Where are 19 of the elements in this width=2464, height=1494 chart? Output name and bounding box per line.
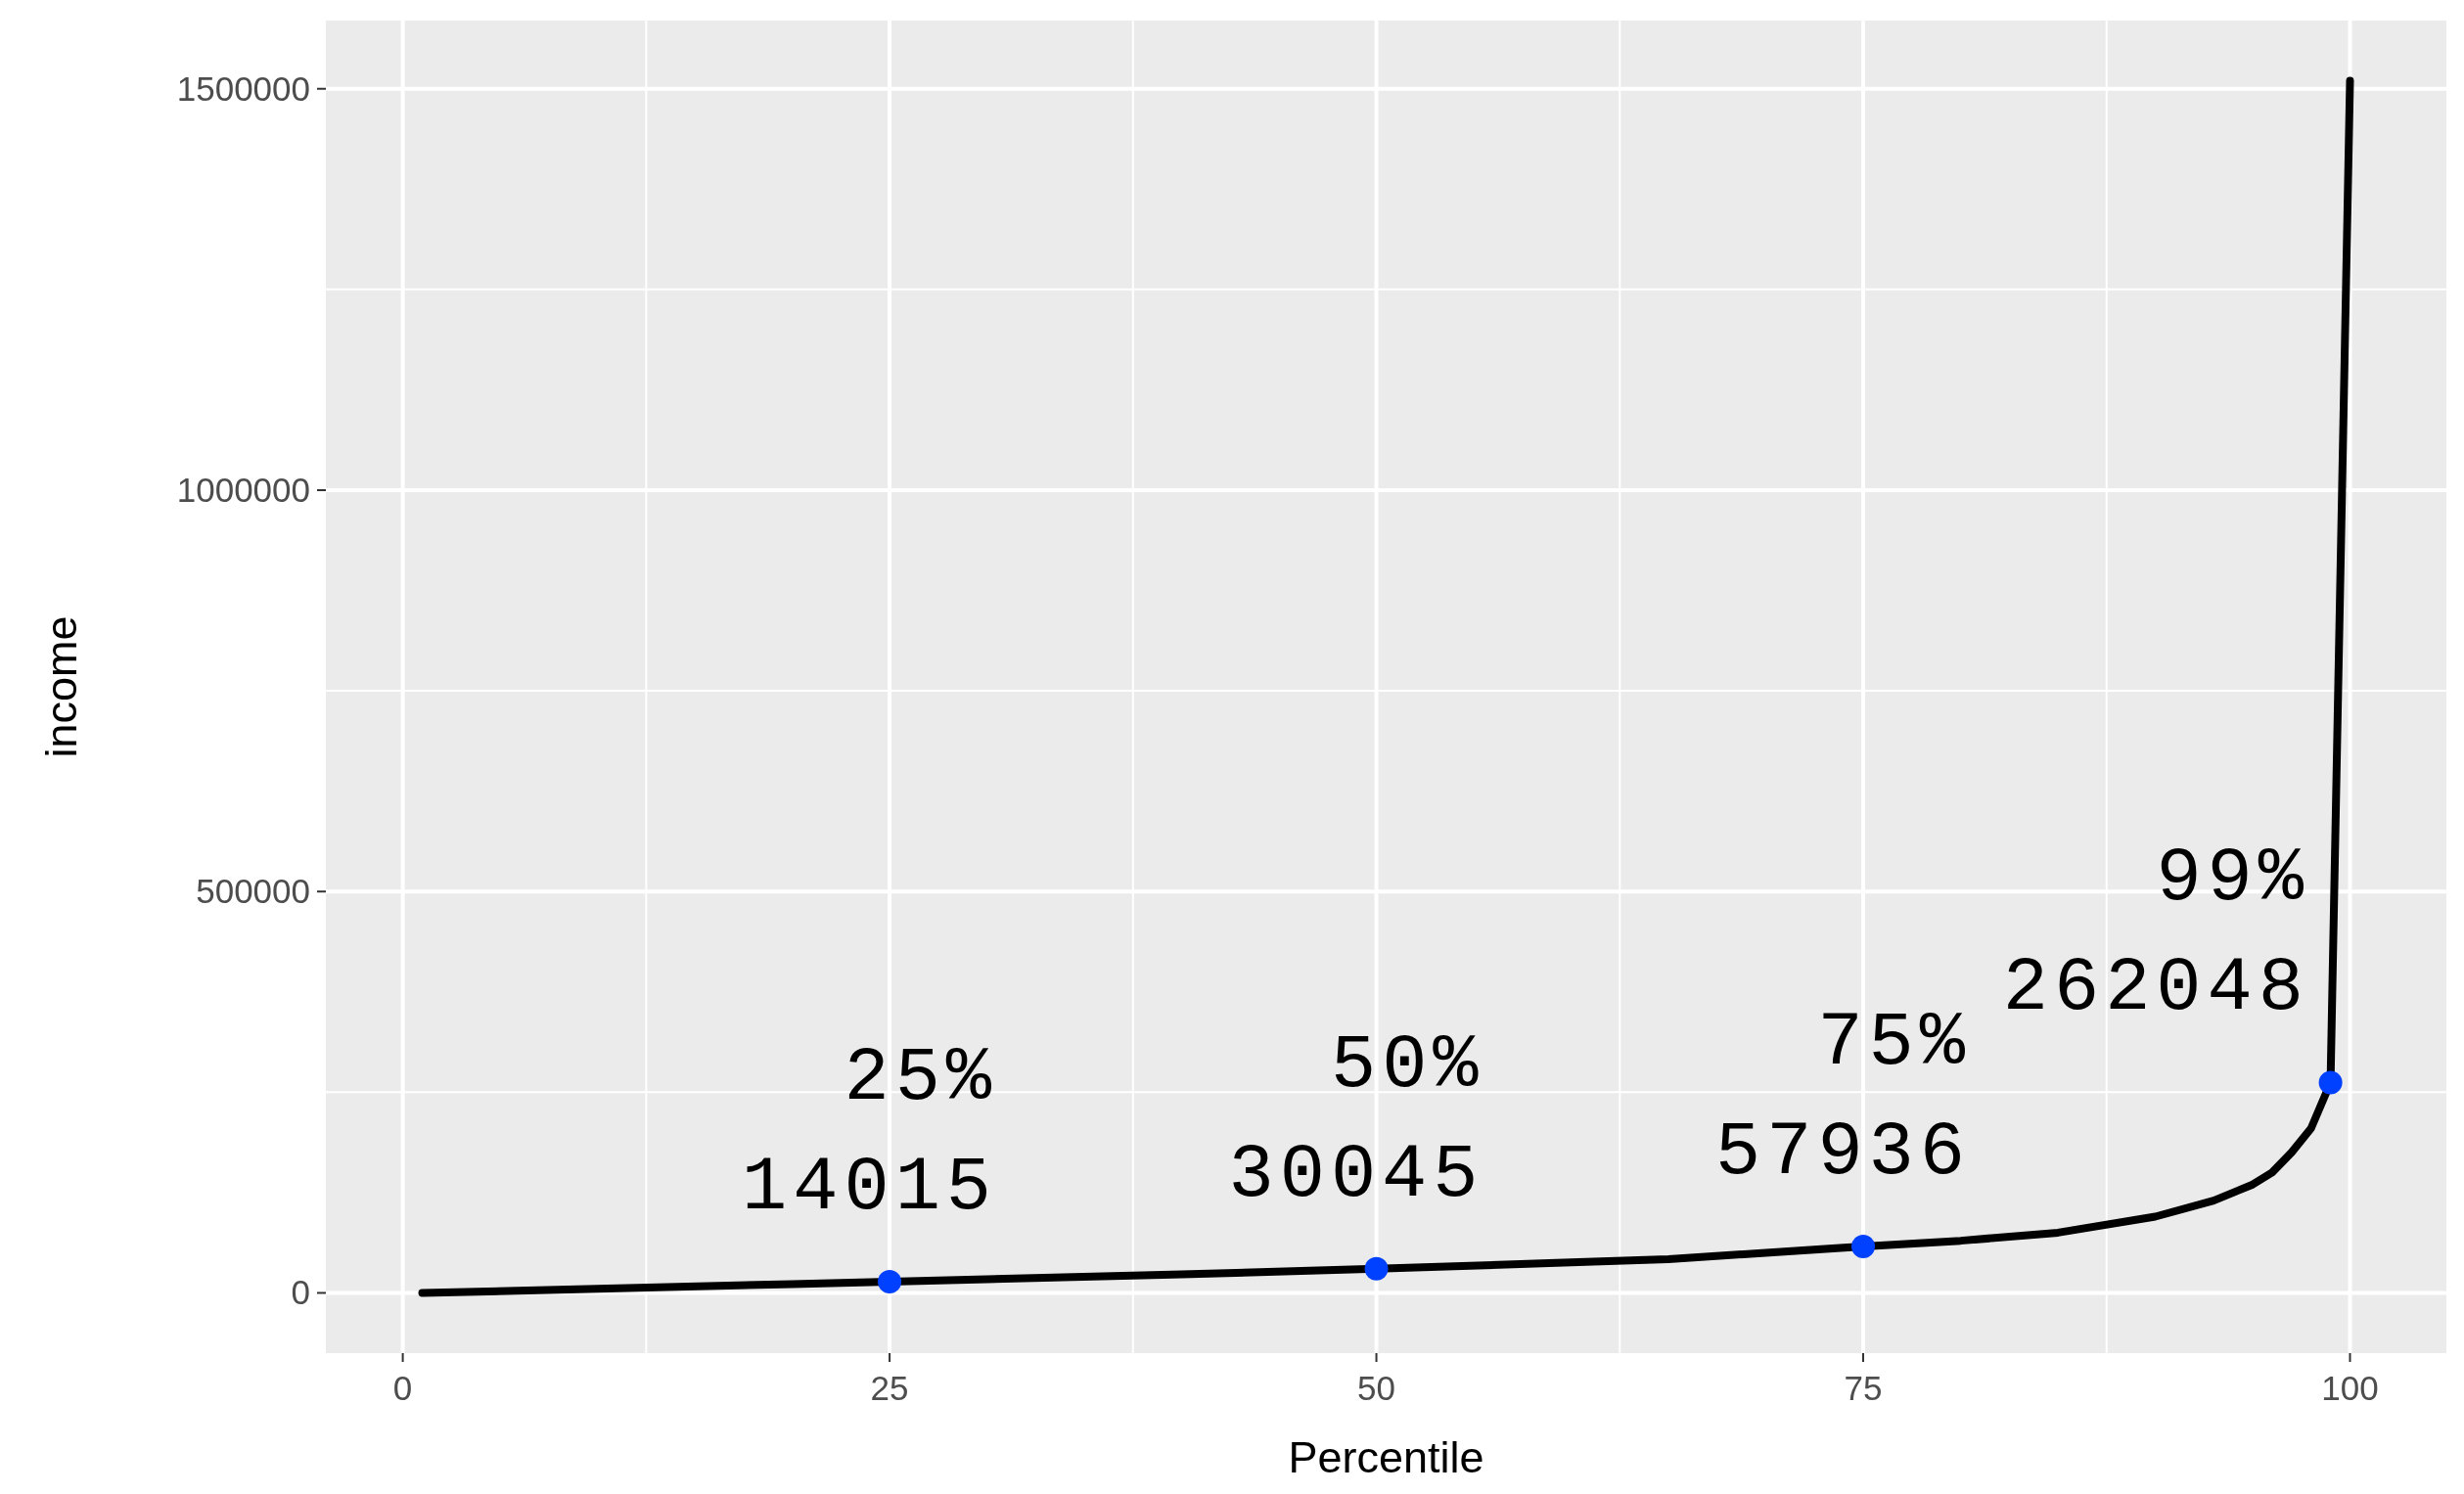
- annotation: 25% 14015: [742, 1035, 998, 1231]
- point: [1364, 1256, 1389, 1281]
- point: [2318, 1070, 2343, 1095]
- point: [878, 1269, 902, 1293]
- x-tick-label: 100: [2321, 1369, 2379, 1407]
- point: [1851, 1234, 1876, 1258]
- annotation: 99% 262048: [2002, 837, 2309, 1032]
- y-axis-title: income: [36, 615, 86, 758]
- y-tick-label: 1000000: [176, 470, 310, 509]
- annotation: 50% 30045: [1228, 1022, 1484, 1218]
- x-tick-label: 25: [870, 1369, 909, 1407]
- x-axis-title: Percentile: [1288, 1432, 1484, 1482]
- annotation: 75% 57936: [1714, 1000, 1972, 1196]
- y-tick-label: 500000: [196, 872, 310, 911]
- x-tick-label: 50: [1357, 1369, 1396, 1407]
- y-tick-label: 1500000: [176, 68, 310, 108]
- x-tick-label: 75: [1844, 1369, 1883, 1407]
- x-tick-label: 0: [392, 1369, 413, 1407]
- y-tick-label: 0: [291, 1273, 310, 1312]
